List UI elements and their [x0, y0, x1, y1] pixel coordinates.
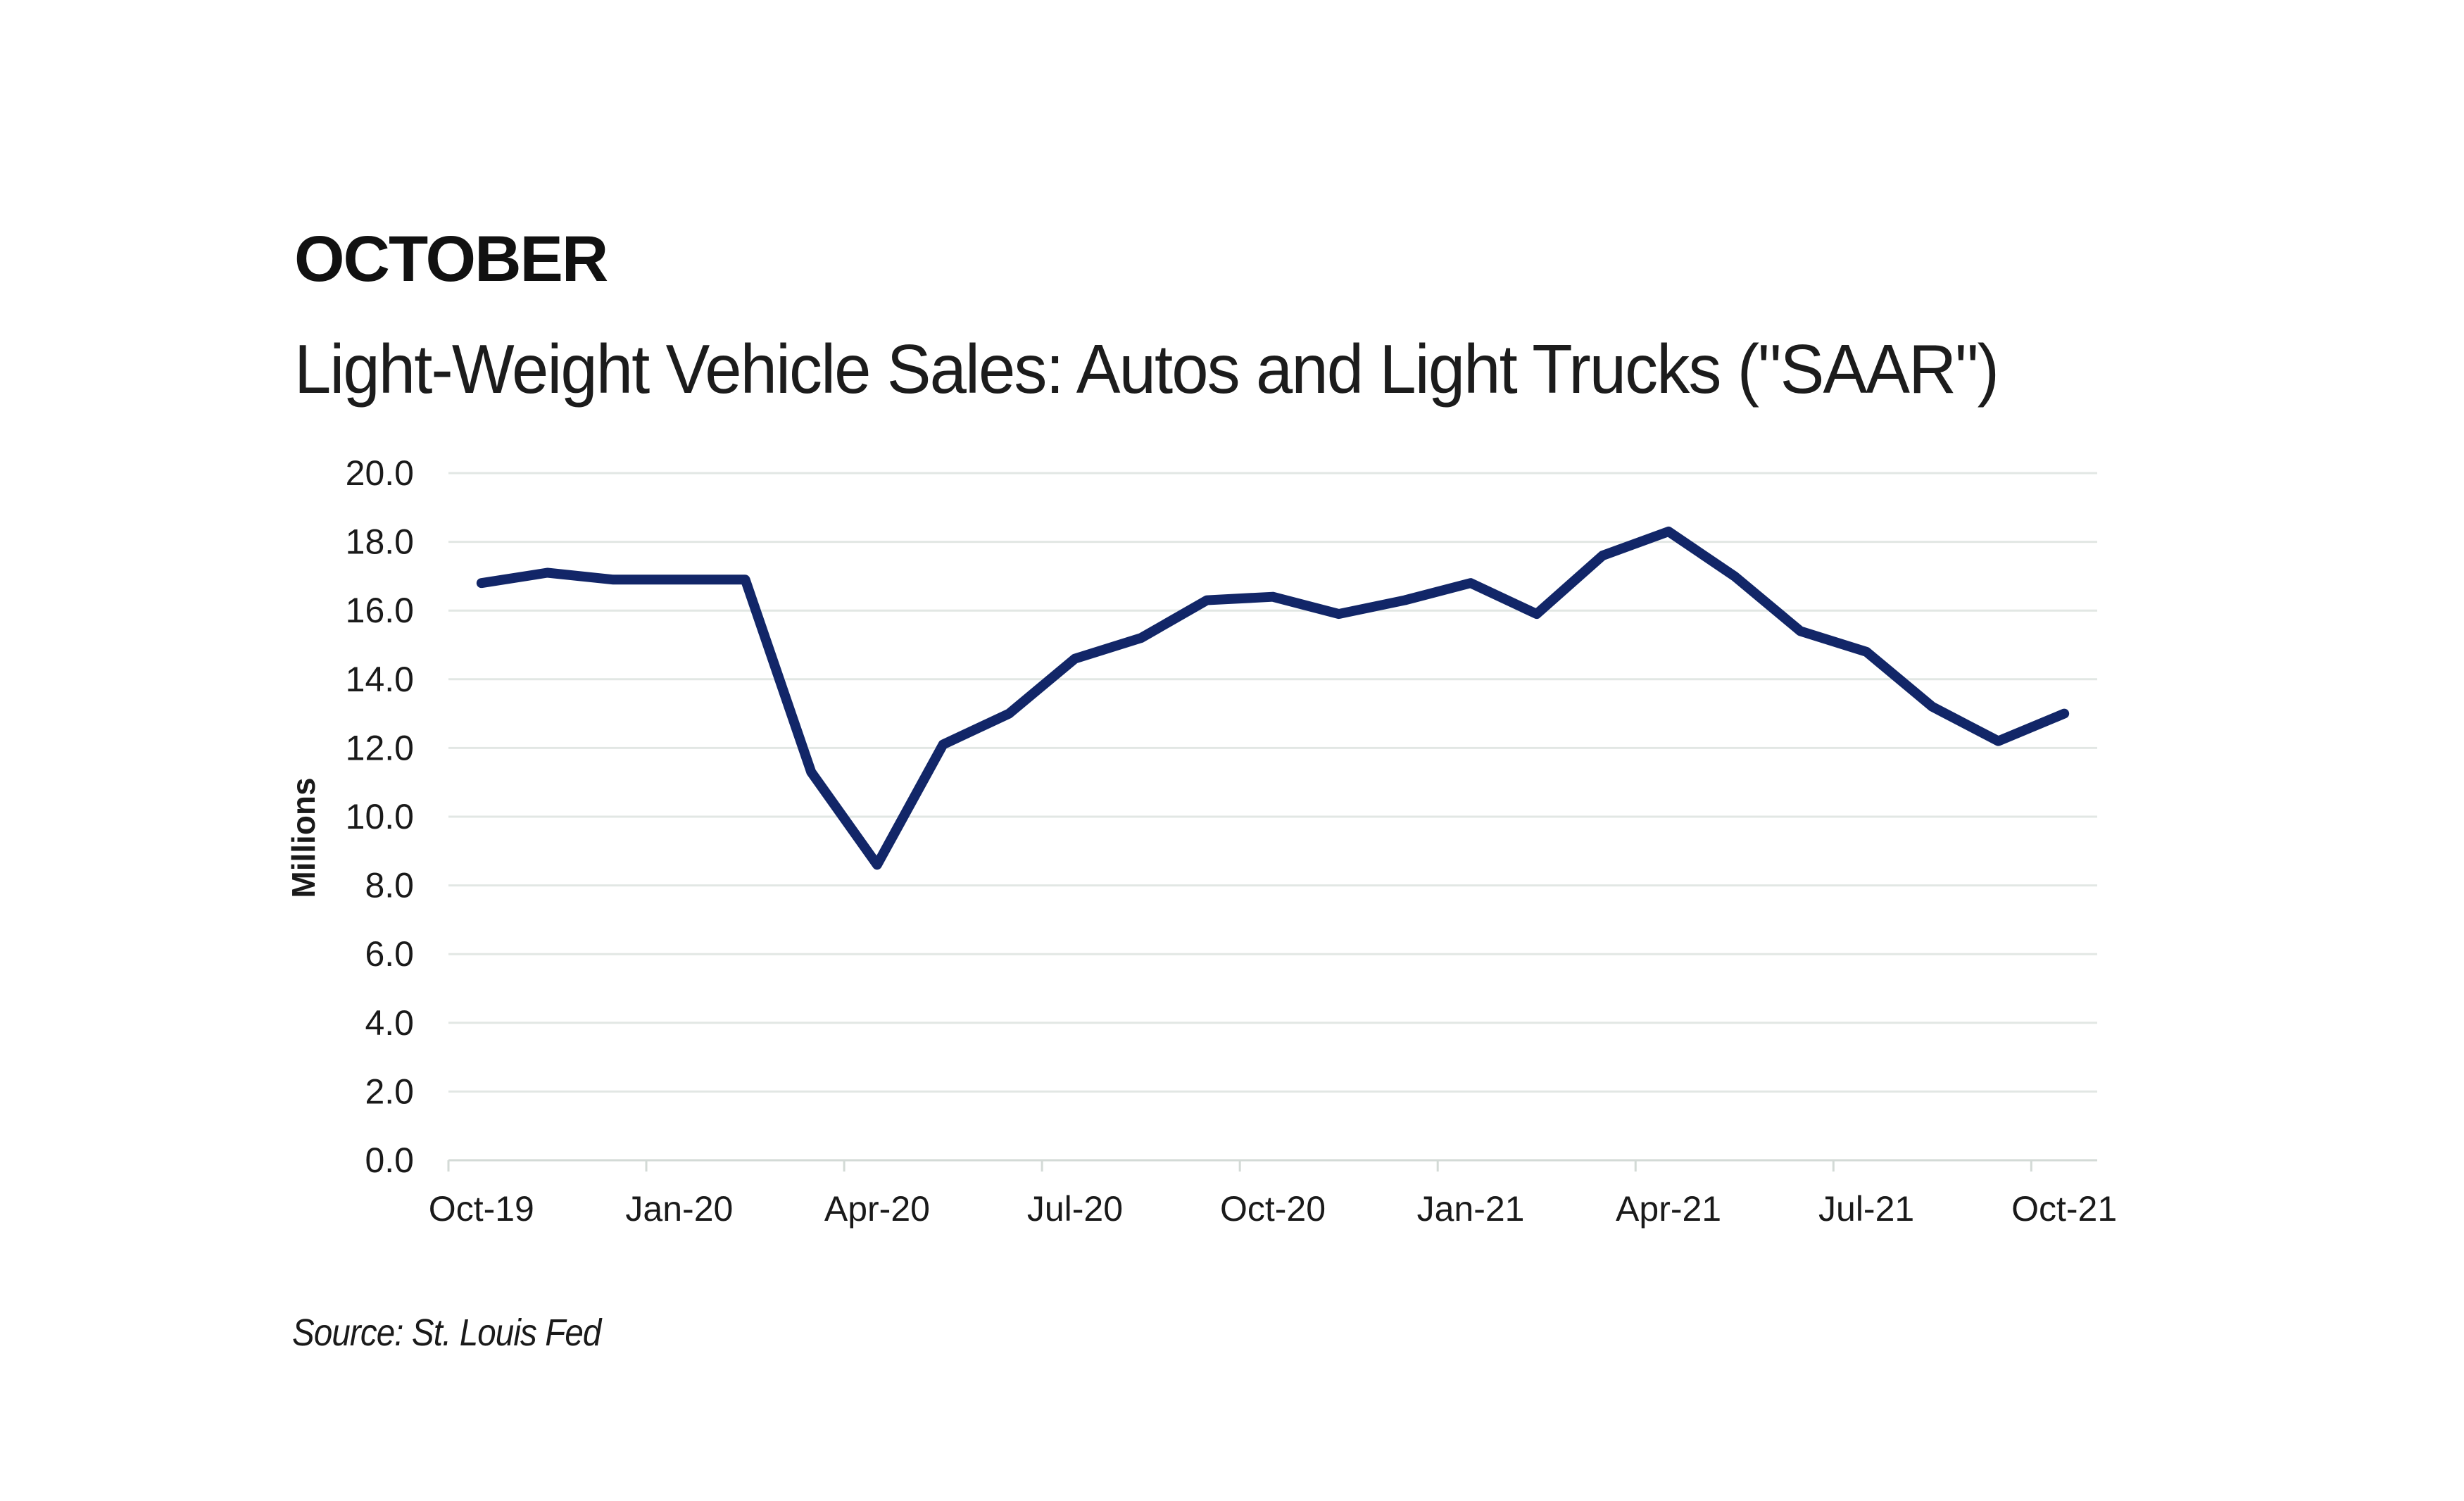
y-tick-label: 2.0	[365, 1072, 414, 1111]
gridlines	[448, 472, 2097, 1093]
x-tick-label: Oct-19	[429, 1189, 534, 1229]
y-tick-label: 6.0	[365, 934, 414, 974]
chart-title: Light-Weight Vehicle Sales: Autos and Li…	[294, 330, 1999, 408]
x-tick-label: Jul-21	[1818, 1189, 1914, 1229]
y-axis-title: Millions	[285, 777, 322, 898]
x-tick-label: Apr-21	[1616, 1189, 1721, 1229]
x-tick-label: Jul-20	[1027, 1189, 1123, 1229]
y-tick-label: 18.0	[346, 522, 414, 562]
y-tick-label: 14.0	[346, 660, 414, 699]
y-axis-tick-labels: 0.0 2.0 4.0 6.0 8.0 10.0 12.0 14.0 16.0 18.0 20.0	[346, 453, 414, 1180]
x-axis-tick-labels: Oct-19 Jan-20 Apr-20 Jul-20 Oct-20 Jan-21 Apr-…	[429, 1189, 2117, 1229]
x-axis	[447, 1159, 2097, 1172]
y-tick-label: 12.0	[346, 728, 414, 767]
y-tick-label: 20.0	[346, 453, 414, 493]
x-tick-label: Jan-21	[1417, 1189, 1525, 1229]
sales-line	[476, 526, 2070, 870]
y-tick-label: 8.0	[365, 866, 414, 905]
data-series	[476, 526, 2070, 870]
y-tick-label: 4.0	[365, 1003, 414, 1043]
x-tick-label: Oct-20	[1220, 1189, 1326, 1229]
y-tick-label: 0.0	[365, 1141, 414, 1180]
y-axis-title-text: Millions	[285, 777, 322, 898]
x-tick-label: Jan-20	[625, 1189, 733, 1229]
page-title: OCTOBER	[294, 223, 608, 295]
x-tick-label: Apr-20	[824, 1189, 930, 1229]
y-tick-label: 10.0	[346, 797, 414, 836]
x-tick-label: Oct-21	[2011, 1189, 2117, 1229]
y-tick-label: 16.0	[346, 591, 414, 630]
source-note: Source: St. Louis Fed	[292, 1312, 601, 1354]
